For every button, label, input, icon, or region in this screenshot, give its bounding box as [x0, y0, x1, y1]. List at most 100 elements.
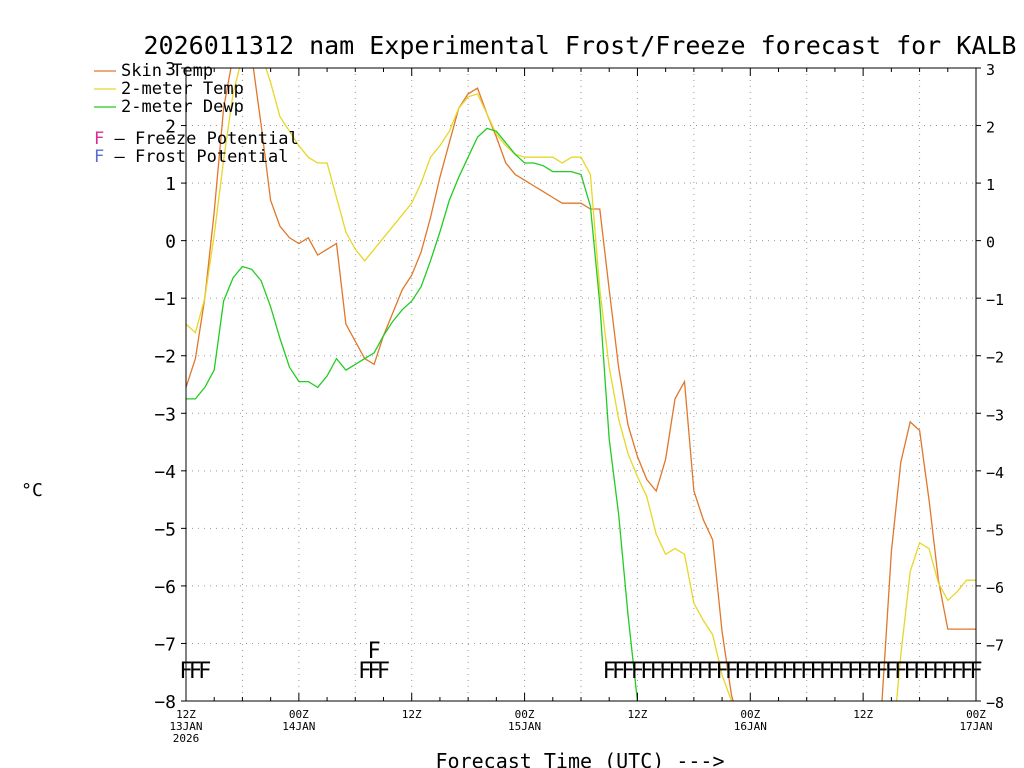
- y-tick-label: 0: [165, 232, 176, 253]
- freeze-mark: F: [198, 659, 211, 684]
- x-tick-label: 00Z: [515, 708, 535, 721]
- freeze-mark: F: [960, 659, 973, 684]
- freeze-mark: F: [762, 659, 775, 684]
- x-tick-label: 12Z: [627, 708, 647, 721]
- freeze-mark: F: [847, 659, 860, 684]
- y-tick-label: −6: [154, 577, 176, 598]
- freeze-mark: F: [838, 659, 851, 684]
- chart-title: 2026011312 nam Experimental Frost/Freeze…: [144, 31, 1017, 60]
- freeze-mark: F: [932, 659, 945, 684]
- legend-entry: Skin Temp: [121, 61, 213, 81]
- freeze-mark: F: [706, 659, 719, 684]
- x-tick-label: 14JAN: [282, 720, 315, 733]
- x-axis-label: Forecast Time (UTC) --->: [436, 749, 725, 768]
- y-tick-label: −1: [154, 289, 176, 310]
- y-tick-label-right: 1: [986, 176, 995, 194]
- freeze-mark: F: [819, 659, 832, 684]
- y-tick-label-right: −6: [986, 579, 1004, 597]
- freeze-mark: F: [631, 659, 644, 684]
- potential-marks: FFF FFF FFFFFFFFFFFFFFFFFFFFFFFFFFFFFFFFFF…: [179, 639, 982, 684]
- y-axis-label: °C: [21, 480, 43, 501]
- freeze-mark: F: [725, 659, 738, 684]
- freeze-mark: F: [189, 659, 202, 684]
- series-line-2-meter-temp: [186, 68, 976, 701]
- x-tick-label: 15JAN: [508, 720, 541, 733]
- x-tick-label: 12Z: [853, 708, 873, 721]
- freeze-mark: F: [951, 659, 964, 684]
- y-tick-label-right: −4: [986, 464, 1004, 482]
- legend-potential: F – Freeze Potential: [94, 129, 299, 149]
- y-tick-label: −5: [154, 519, 176, 540]
- y-tick-label-right: 0: [986, 234, 995, 252]
- x-tick-label: 00Z: [966, 708, 986, 721]
- series-layer: [186, 68, 976, 701]
- freeze-mark: F: [904, 659, 917, 684]
- legend-potential: F – Frost Potential: [94, 147, 288, 167]
- freeze-mark: F: [753, 659, 766, 684]
- x-tick-label: 12Z: [402, 708, 422, 721]
- y-tick-label: −4: [154, 462, 176, 483]
- freeze-mark: F: [358, 659, 371, 684]
- grid-lines: [186, 68, 976, 701]
- freeze-mark: F: [941, 659, 954, 684]
- freeze-mark: F: [922, 659, 935, 684]
- freeze-mark: F: [866, 659, 879, 684]
- series-line-2-meter-dewp: [186, 127, 639, 701]
- freeze-mark: F: [800, 659, 813, 684]
- freeze-mark: F: [678, 659, 691, 684]
- freeze-mark: F: [885, 659, 898, 684]
- freeze-mark: F: [697, 659, 710, 684]
- freeze-mark: F: [809, 659, 822, 684]
- freeze-mark: F: [640, 659, 653, 684]
- freeze-mark: F: [612, 659, 625, 684]
- x-tick-label: 00Z: [289, 708, 309, 721]
- y-axis-left: 3 2 1 0 −1 −2 −3 −4 −5 −6 −7 −8: [154, 59, 186, 713]
- freeze-mark: F: [668, 659, 681, 684]
- freeze-mark: F: [734, 659, 747, 684]
- freeze-mark: F: [791, 659, 804, 684]
- freeze-mark: F: [781, 659, 794, 684]
- y-tick-label: 3: [165, 59, 176, 80]
- legend-entry: 2-meter Dewp: [121, 97, 244, 117]
- frost-mark: F: [367, 639, 380, 664]
- series-line-skin-temp: [186, 68, 976, 701]
- freeze-mark: F: [659, 659, 672, 684]
- y-tick-label-right: −7: [986, 636, 1004, 654]
- freeze-mark: F: [875, 659, 888, 684]
- y-tick-label: 2: [165, 117, 176, 138]
- legend-entry: 2-meter Temp: [121, 79, 244, 99]
- y-tick-label-right: −8: [986, 694, 1004, 712]
- y-tick-label-right: −2: [986, 349, 1004, 367]
- freeze-mark: F: [621, 659, 634, 684]
- freeze-mark: F: [603, 659, 616, 684]
- y-tick-label: −2: [154, 347, 176, 368]
- freeze-mark: F: [772, 659, 785, 684]
- y-tick-label-right: −5: [986, 521, 1004, 539]
- y-tick-label: 1: [165, 174, 176, 195]
- x-tick-label: 12Z: [176, 708, 196, 721]
- x-tick-label: 17JAN: [959, 720, 992, 733]
- x-tick-label: 00Z: [740, 708, 760, 721]
- y-tick-label-right: 2: [986, 119, 995, 137]
- freeze-mark: F: [913, 659, 926, 684]
- y-axis-right: 3 2 1 0 −1 −2 −3 −4 −5 −6 −7 −8: [976, 61, 1004, 712]
- y-tick-label-right: −3: [986, 406, 1004, 424]
- freeze-mark: F: [715, 659, 728, 684]
- freeze-mark: F: [377, 659, 390, 684]
- y-tick-label-right: −1: [986, 291, 1004, 309]
- x-tick-label: 16JAN: [734, 720, 767, 733]
- freeze-mark: F: [828, 659, 841, 684]
- y-tick-label: −7: [154, 634, 176, 655]
- y-tick-label-right: 3: [986, 61, 995, 79]
- freeze-mark: F: [894, 659, 907, 684]
- x-tick-label: 13JAN: [169, 720, 202, 733]
- freeze-mark: F: [857, 659, 870, 684]
- freeze-mark: F: [744, 659, 757, 684]
- freeze-mark: F: [687, 659, 700, 684]
- y-tick-label: −8: [154, 692, 176, 713]
- y-tick-label: −3: [154, 404, 176, 425]
- freeze-mark: F: [367, 659, 380, 684]
